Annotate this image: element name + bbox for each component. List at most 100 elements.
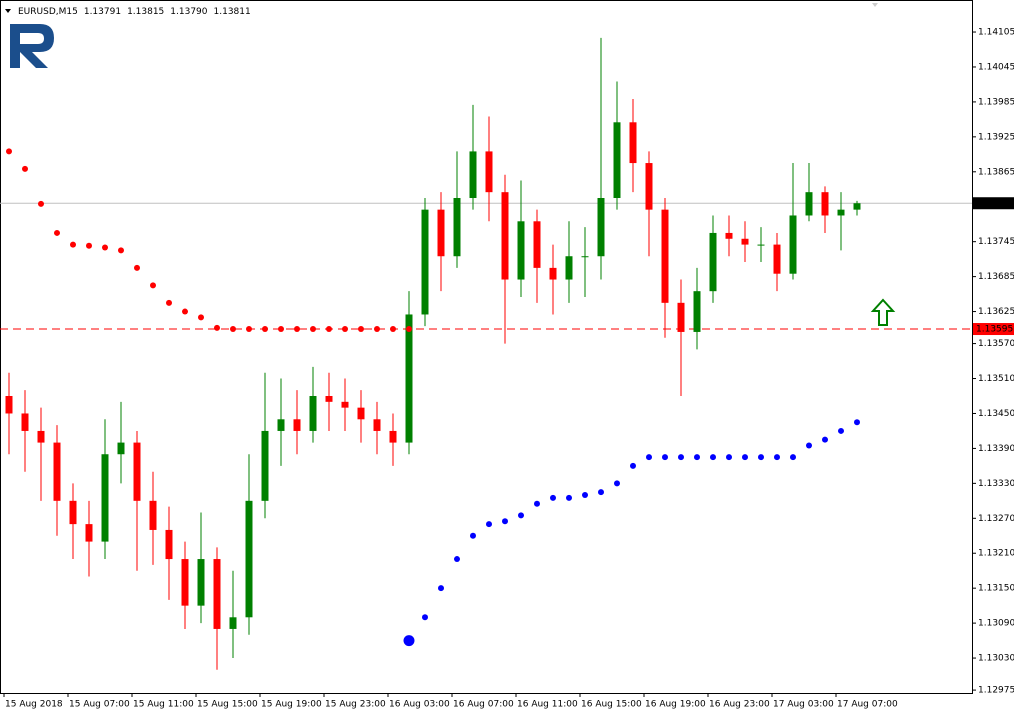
candle-body — [693, 291, 701, 332]
x-tick-label: 16 Aug 15:00 — [581, 700, 642, 710]
candle-body — [53, 442, 61, 501]
price-label-box — [973, 323, 1014, 336]
candle-body — [421, 209, 429, 315]
stop-dot — [262, 326, 268, 333]
stop-dot — [54, 229, 60, 236]
candle-body — [357, 407, 365, 420]
stop-dot — [822, 436, 828, 443]
stop-dot — [166, 299, 172, 306]
stop-dot — [694, 454, 700, 461]
symbol: EURUSD,M15 — [18, 7, 78, 17]
candle-body — [181, 559, 189, 606]
candle-body — [581, 256, 589, 258]
candle-body — [197, 559, 205, 606]
x-tick-label: 16 Aug 19:00 — [645, 700, 706, 710]
stop-dot — [838, 427, 844, 434]
stop-dot — [758, 454, 764, 461]
stop-dot — [198, 314, 204, 321]
stop-dot — [22, 165, 28, 172]
y-tick-label: 1.13985 — [978, 97, 1014, 107]
stop-dot — [403, 635, 415, 647]
candle-body — [149, 500, 157, 530]
candle-body — [821, 192, 829, 216]
stop-dot — [502, 518, 508, 525]
x-tick-label: 16 Aug 03:00 — [389, 700, 450, 710]
y-tick-label: 1.13150 — [978, 584, 1014, 594]
stop-dot — [598, 489, 604, 496]
candle-body — [709, 232, 717, 292]
x-tick-label: 16 Aug 07:00 — [453, 700, 514, 710]
stop-dot — [726, 454, 732, 461]
header-value: 1.13811 — [214, 7, 251, 17]
candle-body — [405, 314, 413, 443]
candle-body — [725, 232, 733, 239]
stop-dot — [774, 454, 780, 461]
stop-dot — [566, 494, 572, 501]
candle-body — [773, 244, 781, 274]
x-tick-label: 17 Aug 07:00 — [837, 700, 898, 710]
header-value: 1.13791 — [84, 7, 121, 17]
y-tick-label: 1.12975 — [978, 686, 1014, 696]
stop-dot — [710, 454, 716, 461]
y-tick-label: 1.13745 — [978, 237, 1014, 247]
stop-dot — [806, 442, 812, 449]
candle-body — [5, 396, 13, 414]
candle-body — [549, 267, 557, 280]
stop-dot — [230, 326, 236, 333]
stop-dot — [454, 556, 460, 563]
candle-body — [309, 396, 317, 431]
stop-dot — [646, 454, 652, 461]
candle-body — [501, 192, 509, 280]
candle-body — [853, 203, 861, 210]
stop-dot — [486, 521, 492, 528]
y-tick-label: 1.13330 — [978, 479, 1014, 489]
scroll-marker — [872, 3, 878, 7]
stop-dot — [422, 614, 428, 621]
candle-body — [837, 209, 845, 216]
x-tick-label: 15 Aug 19:00 — [261, 700, 322, 710]
stop-dot — [854, 419, 860, 426]
plot-frame — [0, 0, 973, 694]
candle-body — [485, 151, 493, 193]
candle-body — [789, 215, 797, 274]
stop-dot — [534, 500, 540, 507]
stop-dot — [662, 454, 668, 461]
stop-dot — [326, 326, 332, 333]
x-tick-label: 17 Aug 03:00 — [773, 700, 834, 710]
stop-dot — [550, 494, 556, 501]
chart-header: EURUSD,M15 1.13791 1.13815 1.13790 1.13811 — [18, 7, 251, 17]
candle-body — [645, 163, 653, 210]
candle-body — [133, 442, 141, 501]
stop-dot — [406, 326, 412, 333]
stop-dot — [358, 326, 364, 333]
stop-dot — [518, 512, 524, 519]
candle-body — [325, 396, 333, 402]
stop-dot — [278, 326, 284, 333]
candle-body — [229, 617, 237, 629]
x-tick-label: 15 Aug 23:00 — [325, 700, 386, 710]
candle-body — [293, 419, 301, 431]
candle-body — [469, 151, 477, 198]
y-tick-label: 1.13390 — [978, 444, 1014, 454]
y-tick-label: 1.13685 — [978, 272, 1014, 282]
logo — [10, 24, 54, 68]
stop-dot — [214, 324, 220, 331]
candle-body — [69, 500, 77, 525]
stop-dot — [390, 326, 396, 333]
candle-body — [85, 524, 93, 542]
stop-dot — [438, 585, 444, 592]
y-tick-label: 1.13210 — [978, 549, 1014, 559]
candle-body — [453, 198, 461, 257]
candle-body — [437, 209, 445, 257]
header-value: 1.13815 — [127, 7, 164, 17]
x-tick-label: 16 Aug 11:00 — [517, 700, 578, 710]
price-label: 1.13595 — [976, 325, 1013, 335]
candle-body — [677, 302, 685, 332]
candle-body — [533, 221, 541, 268]
header-value: 1.13790 — [170, 7, 207, 17]
stop-dot — [614, 480, 620, 487]
y-tick-label: 1.13625 — [978, 307, 1014, 317]
candle-body — [661, 209, 669, 303]
x-tick-label: 15 Aug 07:00 — [69, 700, 130, 710]
